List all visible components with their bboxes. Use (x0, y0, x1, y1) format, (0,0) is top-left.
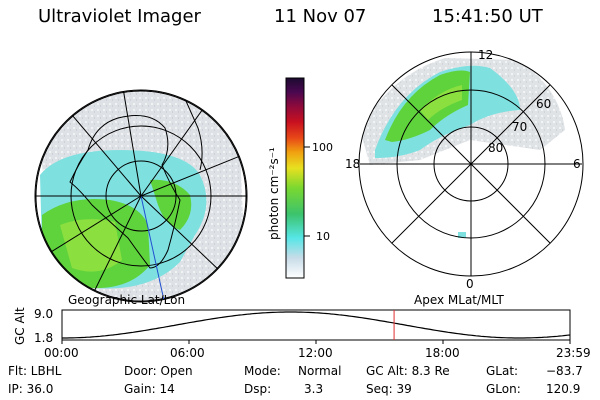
param-filter: Flt: LBHL (8, 364, 62, 378)
param-mode-value: Normal (298, 364, 342, 378)
time-label: 15:41:50 UT (432, 6, 543, 27)
colorbar-tick-10: 10 (316, 230, 330, 243)
apex-map (358, 51, 584, 277)
param-glon-label: GLon: (486, 382, 521, 396)
colorbar-unit-label: photon cm⁻²s⁻¹ (267, 147, 281, 240)
colorbar (285, 77, 310, 279)
mlat-label-80: 80 (488, 141, 503, 155)
param-glat-label: GLat: (486, 364, 519, 378)
mlt-label-18: 18 (345, 157, 360, 171)
param-glon-value: 120.9 (546, 382, 581, 396)
param-door: Door: Open (124, 364, 193, 378)
param-dsp-label: Dsp: (244, 382, 272, 396)
mlt-label-6: 6 (573, 157, 581, 171)
xtick-0000: 00:00 (44, 346, 79, 360)
xtick-2359: 23:59 (556, 346, 591, 360)
param-dsp-value: 3.3 (304, 382, 324, 396)
mlat-label-70: 70 (512, 120, 527, 134)
mlat-label-60: 60 (536, 97, 551, 111)
xtick-0600: 06:00 (170, 346, 205, 360)
altitude-ylabel: GC Alt (13, 307, 27, 345)
altitude-ytick-9: 9.0 (34, 307, 53, 321)
altitude-curve (62, 311, 571, 339)
mlt-label-0: 0 (466, 277, 474, 291)
altitude-ytick-1_8: 1.8 (34, 331, 53, 345)
instrument-title: Ultraviolet Imager (38, 6, 201, 27)
geographic-caption: Geographic Lat/Lon (68, 293, 185, 307)
param-seq: Seq: 39 (366, 382, 412, 396)
param-mode-label: Mode: (244, 364, 281, 378)
param-glat-value: −83.7 (546, 364, 583, 378)
xtick-1200: 12:00 (298, 346, 333, 360)
xtick-1800: 18:00 (425, 346, 460, 360)
mlt-label-12: 12 (478, 48, 493, 62)
param-gc-alt: GC Alt: 8.3 Re (366, 364, 450, 378)
apex-caption: Apex MLat/MLT (414, 293, 504, 307)
param-gain: Gain: 14 (124, 382, 175, 396)
altitude-plot (61, 309, 571, 344)
geographic-map (34, 89, 248, 303)
param-ip: IP: 36.0 (8, 382, 54, 396)
date-label: 11 Nov 07 (274, 6, 367, 27)
colorbar-tick-100: 100 (312, 141, 333, 154)
